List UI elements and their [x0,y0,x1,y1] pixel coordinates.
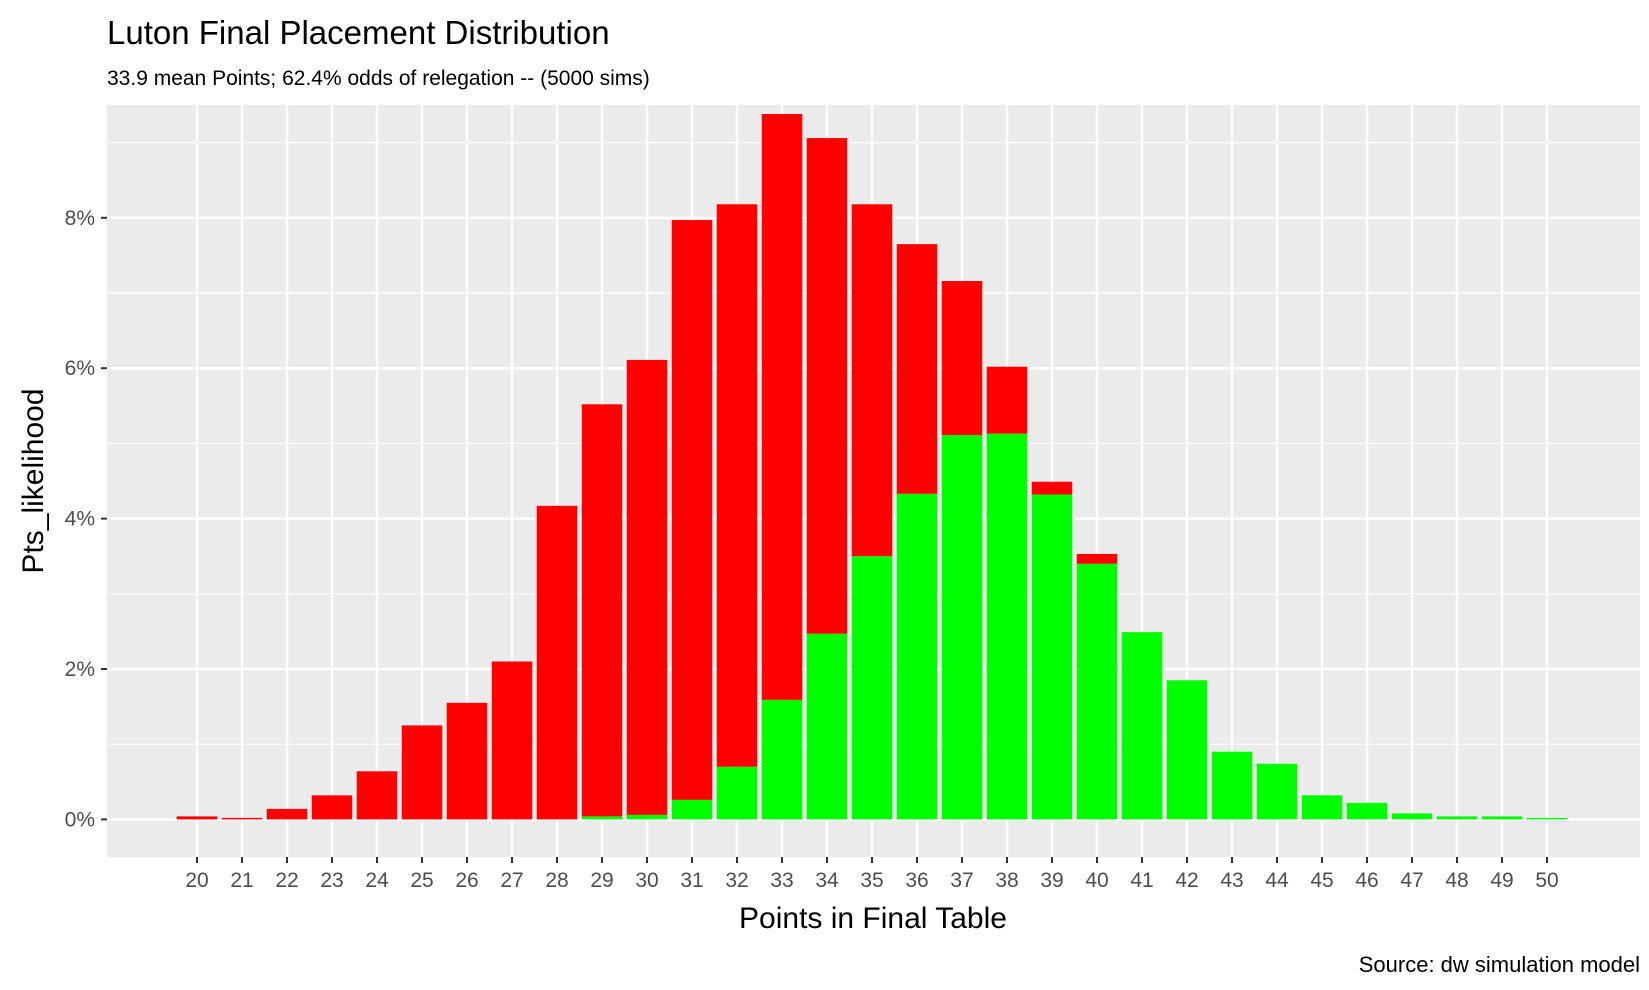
bar [176,816,218,820]
chart-title: Luton Final Placement Distribution [107,14,610,51]
x-tick-label: 27 [500,869,523,892]
x-tick-label: 50 [1535,869,1558,892]
x-tick-label: 30 [635,869,658,892]
bar [806,138,848,634]
x-tick-label: 25 [410,869,433,892]
bar [1076,553,1118,564]
x-tick-label: 20 [185,869,208,892]
bar [1031,481,1073,495]
bar [626,359,668,815]
y-tick-label: 8% [65,207,95,230]
bar [941,435,983,820]
x-tick-label: 35 [860,869,883,892]
x-tick-label: 22 [275,869,298,892]
x-tick-label: 49 [1490,869,1513,892]
bar [896,493,938,820]
bar [446,702,488,820]
bars [176,114,1568,820]
bar [221,817,263,820]
x-tick-label: 24 [365,869,389,892]
bar [761,114,803,700]
bar [986,433,1028,820]
bar [581,404,623,817]
x-tick-label: 43 [1220,869,1243,892]
x-tick-label: 37 [950,869,973,892]
x-tick-label: 39 [1040,869,1063,892]
x-tick-label: 29 [590,869,613,892]
x-tick-label: 33 [770,869,793,892]
x-tick-label: 34 [815,869,839,892]
x-tick-label: 36 [905,869,928,892]
x-tick-label: 32 [725,869,748,892]
x-tick-label: 23 [320,869,343,892]
bar [1121,632,1163,820]
bar [986,366,1028,434]
bar [1166,680,1208,820]
x-tick-label: 21 [230,869,253,892]
x-tick-label: 41 [1130,869,1153,892]
bar [806,633,848,820]
y-tick-label: 6% [65,357,95,380]
bar [356,771,398,820]
y-axis: 0% 2% 4% 6% 8% [65,207,107,831]
bar [491,661,533,820]
x-axis: 20 21 22 23 24 25 26 27 28 29 30 31 32 33 34 35 36 37 38 39… [185,857,1559,892]
x-tick-label: 46 [1355,869,1378,892]
bar [851,556,893,820]
bar [1256,763,1298,820]
chart-caption: Source: dw simulation model [1359,952,1640,977]
bar [716,766,758,820]
bar [671,220,713,800]
bar [896,244,938,494]
bar [1391,813,1433,820]
x-axis-title: Points in Final Table [739,902,1007,935]
x-tick-label: 45 [1310,869,1333,892]
bar [536,505,578,820]
y-tick-label: 0% [65,808,95,831]
bar [626,814,668,820]
chart-subtitle: 33.9 mean Points; 62.4% odds of relegati… [107,67,650,90]
bar [1526,817,1568,820]
bar [1031,494,1073,820]
bar [851,204,893,557]
bar [1481,816,1523,820]
bar [1076,563,1118,820]
x-tick-label: 28 [545,869,568,892]
bar [581,816,623,820]
bar [266,808,308,820]
bar [1211,751,1253,820]
bar [716,204,758,767]
bar [311,795,353,820]
x-tick-label: 26 [455,869,478,892]
x-tick-label: 48 [1445,869,1468,892]
bar [1346,802,1388,820]
y-tick-label: 4% [65,508,95,531]
x-tick-label: 38 [995,869,1018,892]
bar [1436,816,1478,820]
bar [1301,795,1343,820]
bar [941,280,983,436]
y-tick-label: 2% [65,658,95,681]
x-tick-label: 31 [680,869,703,892]
x-tick-label: 40 [1085,869,1108,892]
bar [761,699,803,820]
bar [401,725,443,820]
x-tick-label: 44 [1265,869,1289,892]
y-axis-title: Pts_likelihood [17,388,50,573]
x-tick-label: 47 [1400,869,1423,892]
bar [671,799,713,820]
x-tick-label: 42 [1175,869,1198,892]
